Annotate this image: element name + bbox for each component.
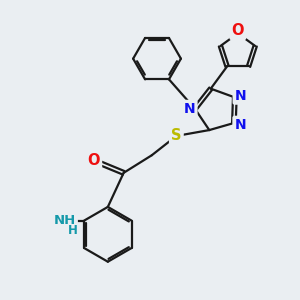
Text: S: S bbox=[171, 128, 181, 143]
Text: N: N bbox=[234, 118, 246, 132]
Text: O: O bbox=[88, 153, 100, 168]
Text: O: O bbox=[232, 23, 244, 38]
Text: H: H bbox=[68, 224, 77, 237]
Text: NH: NH bbox=[54, 214, 76, 227]
Text: N: N bbox=[184, 102, 196, 116]
Text: N: N bbox=[235, 89, 246, 103]
